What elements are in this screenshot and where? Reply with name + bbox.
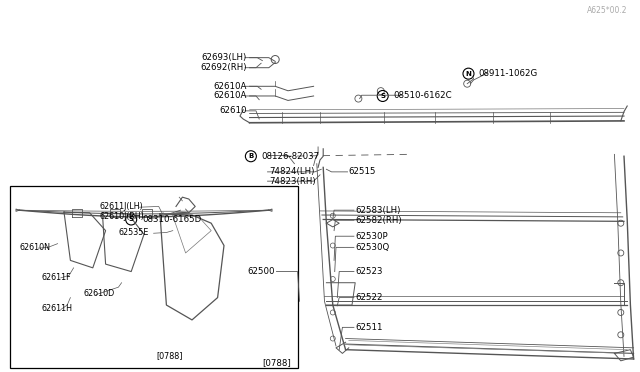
Text: B: B — [248, 153, 253, 159]
Text: 62530P: 62530P — [355, 232, 388, 241]
Text: 08126-82037: 08126-82037 — [261, 152, 319, 161]
Text: 62522: 62522 — [355, 293, 383, 302]
Text: 62523: 62523 — [355, 267, 383, 276]
Text: S: S — [380, 93, 385, 99]
Text: 62583(LH): 62583(LH) — [355, 206, 401, 215]
Text: 62610A: 62610A — [213, 82, 246, 91]
Text: [0788]: [0788] — [262, 358, 291, 367]
Text: 62611F: 62611F — [42, 273, 71, 282]
Text: [0788]: [0788] — [156, 351, 182, 360]
Text: 62610J(RH): 62610J(RH) — [99, 212, 144, 221]
Text: 74824(LH): 74824(LH) — [269, 167, 314, 176]
Bar — [10, 186, 298, 368]
Text: 62582(RH): 62582(RH) — [355, 216, 402, 225]
Text: 62610N: 62610N — [19, 243, 50, 252]
Text: 62500: 62500 — [248, 267, 275, 276]
Text: A625*00.2: A625*00.2 — [587, 6, 627, 15]
Text: 62515: 62515 — [349, 167, 376, 176]
Text: 08310-6165D: 08310-6165D — [142, 215, 202, 224]
Text: 62611H: 62611H — [42, 304, 72, 313]
Text: 62530Q: 62530Q — [355, 243, 390, 252]
Text: 62610D: 62610D — [83, 289, 115, 298]
Text: S: S — [129, 217, 134, 222]
Text: 62610: 62610 — [219, 106, 246, 115]
Text: 62693(LH): 62693(LH) — [201, 53, 246, 62]
Text: N: N — [465, 71, 472, 77]
Text: 62511: 62511 — [355, 323, 383, 332]
Text: 62692(RH): 62692(RH) — [200, 63, 246, 72]
Text: 08510-6162C: 08510-6162C — [393, 92, 452, 100]
Text: 74823(RH): 74823(RH) — [269, 177, 316, 186]
Text: 08911-1062G: 08911-1062G — [479, 69, 538, 78]
Text: 62610A: 62610A — [213, 92, 246, 100]
Text: 62611J(LH): 62611J(LH) — [99, 202, 143, 211]
Text: 62535E: 62535E — [118, 228, 148, 237]
